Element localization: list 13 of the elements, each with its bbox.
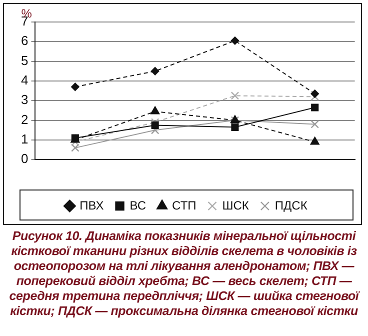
y-tick-label: 4 (20, 72, 28, 88)
y-tick-label: 5 (20, 52, 28, 68)
text: Рисунок 10. Динаміка показників мінеральної щільності кісткової тканини різних відділів скелета в чоловіків із остеопорозом на тлі лікування алендронатом; ПВХ — поперековий відділ хребта; ВС — весь скелет; СТП — середня третина передпліччя; ШСК — шийка стегнової кістки; ПДСК — проксимальна ділянка стегнової кістки (8, 229, 361, 319)
y-tick-label: 0 (20, 151, 28, 166)
y-tick-label: 6 (20, 33, 28, 48)
y-tick-label: 3 (20, 92, 28, 108)
y-tick-label: 2 (20, 112, 28, 127)
legend-label: ШСК (222, 198, 249, 212)
y-tick-label: 1 (20, 132, 28, 147)
legend-label: ПВХ (80, 198, 104, 212)
legend-label: СТП (172, 198, 196, 212)
legend-label: ПДСК (274, 198, 308, 212)
legend-label: ВС (130, 198, 146, 212)
